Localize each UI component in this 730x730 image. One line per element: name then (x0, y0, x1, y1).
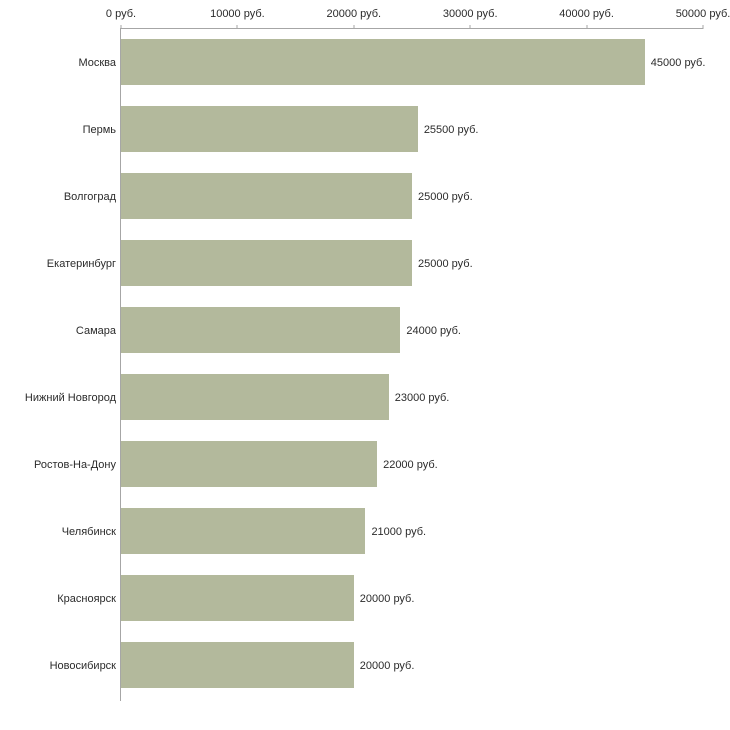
x-axis-tick-mark (702, 25, 704, 29)
bar-row: Волгоград 25000 руб. (64, 163, 703, 230)
bar (121, 106, 418, 152)
value-label: 20000 руб. (359, 659, 415, 672)
category-label: Красноярск (57, 592, 116, 605)
bar (121, 307, 401, 353)
bar-row: Екатеринбург 25000 руб. (47, 230, 703, 297)
value-label: 23000 руб. (394, 391, 450, 404)
bar-row: Москва 45000 руб. (78, 29, 706, 96)
bar-row: Самара 24000 руб. (76, 297, 703, 364)
bar-row: Пермь 25500 руб. (83, 96, 703, 163)
x-axis-tick-mark (586, 25, 588, 29)
value-label: 25000 руб. (418, 257, 473, 270)
bar-row: Красноярск 20000 руб. (57, 565, 703, 632)
value-label: 45000 руб. (650, 56, 706, 69)
category-label: Волгоград (63, 190, 116, 203)
plot-area: 0 руб. 10000 руб. 20000 руб. 30000 руб. 4000… (25, 8, 730, 701)
x-axis-tick-mark (236, 25, 238, 29)
value-label: 20000 руб. (359, 592, 415, 605)
bar (121, 642, 354, 688)
x-axis-tick-label: 20000 руб. (326, 8, 382, 20)
x-axis-tick-mark (469, 25, 471, 29)
bar (121, 374, 389, 420)
value-label: 22000 руб. (383, 458, 438, 471)
bar (121, 39, 645, 85)
bar-row: Нижний Новгород 23000 руб. (25, 364, 703, 431)
x-axis-tick-label: 30000 руб. (442, 8, 498, 20)
category-label: Пермь (82, 123, 116, 136)
bar (121, 173, 412, 219)
category-label: Ростов-На-Дону (33, 458, 116, 471)
x-axis-tick-label: 0 руб. (105, 8, 137, 20)
bar (121, 240, 412, 286)
value-label: 21000 руб. (371, 525, 427, 538)
bar (121, 441, 378, 487)
bar (121, 508, 366, 554)
x-axis-tick-mark (353, 25, 355, 29)
x-axis-tick-label: 50000 руб. (675, 8, 730, 20)
category-label: Челябинск (61, 525, 116, 538)
bar (121, 575, 354, 621)
value-label: 24000 руб. (406, 324, 461, 337)
category-label: Екатеринбург (46, 257, 116, 270)
category-label: Москва (78, 56, 116, 69)
bar-row: Новосибирск 20000 руб. (50, 632, 703, 699)
value-label: 25500 руб. (423, 123, 479, 136)
bar-row: Ростов-На-Дону 22000 руб. (34, 431, 703, 498)
category-label: Новосибирск (49, 659, 116, 672)
category-label: Самара (75, 324, 116, 337)
bar-row: Челябинск 21000 руб. (62, 498, 703, 565)
value-label: 25000 руб. (418, 190, 473, 203)
x-axis-tick-mark (120, 25, 122, 29)
category-label: Нижний Новгород (24, 391, 116, 404)
x-axis-tick-label: 10000 руб. (210, 8, 265, 20)
x-axis-tick-label: 40000 руб. (559, 8, 614, 20)
